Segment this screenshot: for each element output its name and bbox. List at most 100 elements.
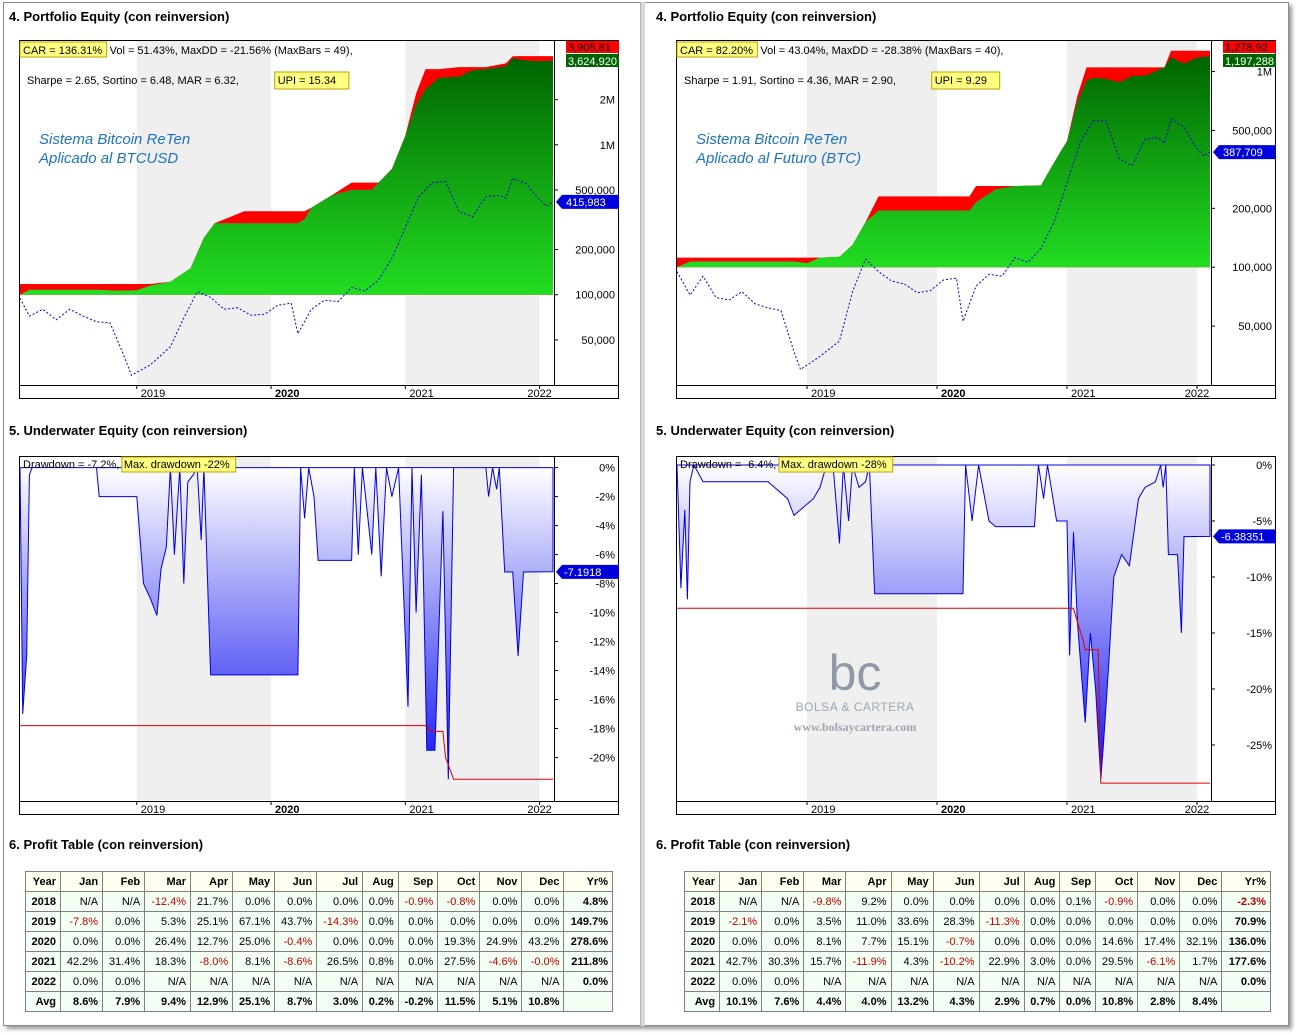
- table-cell: N/A: [803, 971, 847, 992]
- table-cell: 15.1%: [890, 931, 934, 952]
- table-cell: -0.2%: [397, 991, 439, 1012]
- price-line: [19, 177, 554, 377]
- table-cell: 0.0%: [479, 891, 523, 912]
- drawdown-text: Drawdown = -7.2%,: [23, 459, 119, 471]
- table-cell: 0.0%: [719, 931, 763, 952]
- table-cell: -14.3%: [316, 911, 364, 932]
- table-cell: 0.0%: [719, 971, 763, 992]
- table-cell: 8.6%: [60, 991, 104, 1012]
- price-label-box: [1213, 145, 1276, 160]
- table-cell: N/A: [316, 971, 364, 992]
- x-tick-label: 2021: [409, 804, 433, 816]
- table-cell: 0.0%: [316, 891, 364, 912]
- table-cell: -10.2%: [932, 951, 980, 972]
- max-label: 1,278,92: [1225, 42, 1268, 54]
- last-dd-label: -6.38351: [1221, 531, 1264, 543]
- price-label: 387,709: [1223, 147, 1263, 159]
- table-cell: N/A: [397, 971, 439, 992]
- max-label-box: [1223, 41, 1276, 53]
- table-cell: 24.9%: [479, 931, 523, 952]
- car-text: CAR = 136.31%: [23, 45, 102, 57]
- table-cell: 9.4%: [144, 991, 192, 1012]
- x-tick-label: 2021: [1071, 388, 1095, 400]
- table-cell: 33.6%: [890, 911, 934, 932]
- equity-chart-left: 2019 2020 2021 2022 2M 1M 500,000 200,000 100,00…: [19, 40, 619, 400]
- table-header-cell: Mar: [144, 871, 192, 892]
- table-cell: 2.8%: [1137, 991, 1181, 1012]
- table-cell: 0.0%: [1137, 911, 1181, 932]
- table-cell: 7.9%: [102, 991, 146, 1012]
- max-label-box: [566, 41, 619, 53]
- sharpe-text: Sharpe = 1.91, Sortino = 4.36, MAR = 2.9…: [684, 75, 896, 87]
- y-tick-label: 100,000: [1232, 262, 1272, 274]
- table-header-cell: Yr%: [563, 871, 613, 892]
- sharpe-text: Sharpe = 2.65, Sortino = 6.48, MAR = 6.3…: [27, 75, 239, 87]
- watermark-url: www.bolsaycartera.com: [793, 720, 917, 734]
- table-cell: 2019: [24, 911, 62, 932]
- table-header-cell: Jul: [316, 871, 364, 892]
- table-cell: 2021: [683, 951, 721, 972]
- table-cell: 32.1%: [1179, 931, 1223, 952]
- last-dd-label: -7.1918: [564, 567, 601, 579]
- table-cell: 0.0%: [1059, 931, 1097, 952]
- table-cell: -0.8%: [437, 891, 481, 912]
- x-tick-label: 2020: [275, 804, 299, 816]
- x-tick-label: 2019: [141, 388, 165, 400]
- table-cell: 0.0%: [761, 911, 805, 932]
- table-header-cell: Dec: [1179, 871, 1223, 892]
- table-cell: 0.0%: [521, 911, 565, 932]
- table-cell: 2.9%: [978, 991, 1025, 1012]
- x-tick-label: 2020: [941, 388, 965, 400]
- table-cell: 2020: [683, 931, 721, 952]
- table-cell: 2021: [24, 951, 62, 972]
- table-cell: 0.0%: [1179, 911, 1223, 932]
- table-header-cell: May: [890, 871, 934, 892]
- equity-title-right: 4. Portfolio Equity (con reinversion): [656, 9, 877, 24]
- table-cell: 7.7%: [845, 931, 892, 952]
- table-cell: 0.0%: [932, 891, 980, 912]
- last-dd-label-box: [556, 564, 619, 579]
- car-box: [19, 41, 108, 58]
- table-cell: 10.8%: [1095, 991, 1139, 1012]
- table-cell: 22.9%: [978, 951, 1025, 972]
- table-cell: [563, 991, 613, 1012]
- table-cell: N/A: [479, 971, 523, 992]
- table-cell: Avg: [683, 991, 721, 1012]
- last-label-box: [1223, 54, 1276, 67]
- table-cell: N/A: [190, 971, 234, 992]
- equity-title-left: 4. Portfolio Equity (con reinversion): [9, 9, 230, 24]
- table-cell: N/A: [60, 891, 104, 912]
- table-cell: -8.6%: [274, 951, 318, 972]
- table-cell: 0.0%: [316, 931, 364, 952]
- max-dd-box: [121, 456, 237, 473]
- table-cell: -9.8%: [803, 891, 847, 912]
- profit-title-left: 6. Profit Table (con reinversion): [9, 837, 204, 852]
- price-line: [676, 118, 1211, 371]
- chart-border: [19, 456, 619, 815]
- y-tick-label: -12%: [589, 637, 615, 649]
- table-row: 2021 42.2% 31.4% 18.3% -8.0% 8.1% -8.6% 26.5% 0.…: [24, 951, 613, 972]
- x-tick-label: 2020: [275, 388, 299, 400]
- table-cell: 0.0%: [521, 891, 565, 912]
- table-cell: 30.3%: [761, 951, 805, 972]
- max-dd-text: Max. drawdown -28%: [781, 459, 887, 471]
- table-cell: 8.1%: [803, 931, 847, 952]
- table-cell: 2019: [683, 911, 721, 932]
- table-cell: 11.5%: [437, 991, 481, 1012]
- table-cell: -8.0%: [190, 951, 234, 972]
- chart-border: [676, 456, 1276, 815]
- y-tick-label: -25%: [1246, 740, 1272, 752]
- table-cell: 13.2%: [890, 991, 934, 1012]
- y-tick-label: -2%: [595, 492, 615, 504]
- table-header-cell: Oct: [1095, 871, 1139, 892]
- table-cell: 177.6%: [1221, 951, 1271, 972]
- table-cell: 3.0%: [316, 991, 364, 1012]
- x-tick-label: 2022: [527, 388, 551, 400]
- table-cell: 9.2%: [845, 891, 892, 912]
- equity-chart-right: 2019 2020 2021 2022 1M 500,000 200,000 100,000 5…: [676, 40, 1276, 400]
- table-header-cell: Apr: [190, 871, 234, 892]
- table-cell: 2020: [24, 931, 62, 952]
- y-tick-label: -6%: [595, 550, 615, 562]
- table-cell: 12.7%: [190, 931, 234, 952]
- max-drawdown-line: [20, 725, 553, 780]
